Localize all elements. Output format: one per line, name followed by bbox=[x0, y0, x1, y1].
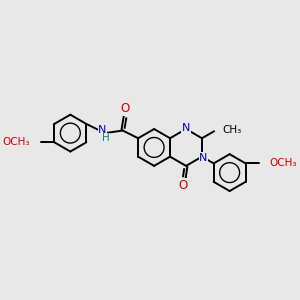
Text: CH₃: CH₃ bbox=[222, 125, 242, 135]
Text: N: N bbox=[182, 123, 190, 133]
Text: OCH₃: OCH₃ bbox=[270, 158, 297, 168]
Text: N: N bbox=[98, 125, 106, 135]
Text: O: O bbox=[179, 179, 188, 192]
Text: N: N bbox=[199, 153, 207, 163]
Text: O: O bbox=[121, 102, 130, 115]
Text: H: H bbox=[102, 133, 110, 143]
Text: OCH₃: OCH₃ bbox=[3, 137, 30, 147]
